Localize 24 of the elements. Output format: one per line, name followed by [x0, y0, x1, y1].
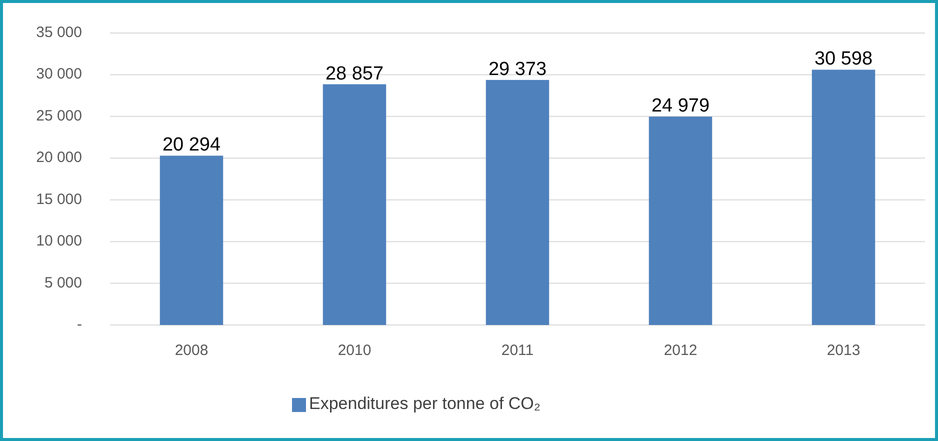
data-label: 20 294: [162, 134, 221, 156]
x-tick-label: 2008: [174, 342, 208, 359]
bar: [812, 70, 876, 325]
data-label: 30 598: [814, 48, 873, 70]
data-label: 28 857: [325, 63, 384, 84]
y-tick-label: 10 000: [36, 232, 82, 250]
legend-label: Expenditures per tonne of CO₂: [309, 394, 541, 414]
bar: [322, 84, 386, 325]
bar: [486, 80, 550, 325]
y-tick-label: 15 000: [36, 190, 82, 208]
y-tick-label: 25 000: [36, 107, 82, 124]
x-tick-label: 2012: [664, 342, 698, 359]
x-tick-label: 2013: [826, 342, 860, 359]
y-tick-label: 35 000: [36, 24, 82, 41]
bar: [160, 156, 224, 325]
y-tick-label: 30 000: [36, 66, 82, 83]
bar: [648, 116, 712, 325]
x-tick-label: 2011: [501, 342, 534, 359]
data-label: 24 979: [651, 96, 710, 117]
y-tick-label: 5 000: [44, 274, 82, 292]
y-tick-label: -: [77, 316, 82, 333]
x-tick-label: 2010: [338, 342, 372, 359]
data-label: 29 373: [488, 58, 547, 80]
y-tick-label: 20 000: [36, 149, 82, 166]
